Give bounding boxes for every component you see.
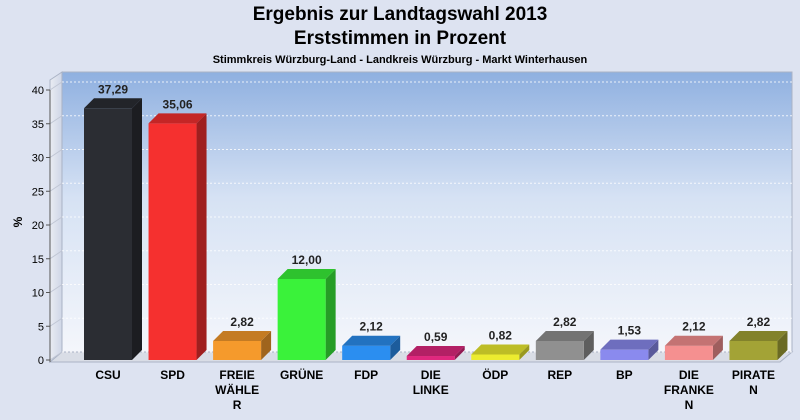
chart-subtitle: Stimmkreis Würzburg-Land - Landkreis Wür… — [212, 54, 588, 66]
category-label: CSU — [95, 368, 120, 382]
y-tick-label: 30 — [32, 153, 44, 165]
bar-top — [213, 330, 272, 341]
bar-top — [277, 269, 336, 279]
chart-title: Ergebnis zur Landtagswahl 2013 — [252, 4, 548, 25]
bar-side — [454, 346, 465, 360]
y-tick-label: 20 — [32, 220, 44, 232]
bar-top — [729, 330, 788, 341]
value-label: 0,82 — [489, 328, 513, 342]
bar-top — [471, 344, 530, 355]
bar-front — [277, 279, 326, 360]
bar-top — [664, 335, 723, 346]
bar-side — [132, 98, 142, 360]
category-label: ÖDP — [482, 367, 508, 382]
bar-top — [148, 113, 207, 124]
bar-side — [261, 330, 272, 360]
y-tick-label: 40 — [32, 85, 44, 97]
value-label: 2,82 — [747, 315, 771, 329]
category-label: FDP — [354, 368, 378, 382]
bar-5: 0,59 — [406, 330, 465, 360]
bar-top — [600, 339, 659, 350]
category-label: REP — [547, 368, 572, 382]
value-label: 2,82 — [230, 315, 254, 329]
bar-3: 12,00 — [277, 253, 336, 360]
chart-title-line2: Erststimmen in Prozent — [293, 28, 507, 49]
bar-8: 1,53 — [600, 324, 659, 360]
y-tick-label: 10 — [32, 288, 44, 300]
bar-front — [213, 340, 262, 360]
value-label: 35,06 — [163, 97, 193, 111]
bar-side — [390, 335, 401, 360]
bar-front — [148, 123, 197, 360]
y-axis: 0 5 10 15 20 25 30 35 40 — [32, 85, 51, 367]
bar-top — [84, 98, 142, 109]
x-axis: CSU SPD FREIE WÄHLE R GRÜNE FDP DIE LINKE ÖDP REP B… — [95, 367, 775, 412]
category-label: FREIE WÄHLE R — [215, 368, 259, 412]
value-label: 37,29 — [98, 82, 128, 96]
y-tick-label: 25 — [32, 186, 44, 198]
bar-front — [535, 340, 584, 360]
bar-0: 37,29 — [84, 82, 142, 360]
value-label: 12,00 — [292, 253, 322, 267]
bar-side — [196, 113, 207, 360]
y-tick-label: 15 — [32, 254, 44, 266]
bar-6: 0,82 — [471, 328, 530, 360]
bar-side — [325, 269, 336, 360]
category-label: GRÜNE — [280, 367, 323, 382]
bars: 37,29 35,06 2,82 12,00 2,12 0,59 0,82 2,82 1,53 2… — [84, 82, 788, 360]
y-tick-label: 5 — [38, 321, 44, 333]
bar-top — [535, 330, 594, 341]
bar-2: 2,82 — [213, 315, 272, 360]
value-label: 2,12 — [360, 320, 384, 334]
category-label: BP — [616, 368, 633, 382]
bar-side — [712, 335, 723, 360]
y-axis-label: % — [11, 216, 25, 227]
y-tick-label: 35 — [32, 119, 44, 131]
category-label: SPD — [160, 368, 185, 382]
bar-front — [729, 340, 778, 360]
bar-top — [406, 346, 465, 357]
bar-front — [471, 354, 520, 360]
category-label: DIE FRANKE N — [664, 368, 714, 412]
bar-4: 2,12 — [342, 320, 401, 360]
bar-top — [342, 335, 401, 346]
value-label: 2,12 — [682, 320, 706, 334]
bar-front — [406, 356, 455, 360]
bar-front — [600, 349, 649, 360]
bar-side — [519, 344, 530, 360]
value-label: 1,53 — [618, 324, 642, 338]
bar-side — [777, 330, 788, 360]
bar-front — [84, 108, 132, 360]
category-label: PIRATE N — [732, 368, 775, 397]
bar-9: 2,12 — [664, 320, 723, 360]
value-label: 2,82 — [553, 315, 577, 329]
bar-10: 2,82 — [729, 315, 788, 360]
bar-side — [583, 330, 594, 360]
bar-side — [648, 339, 659, 360]
y-tick-label: 0 — [38, 355, 44, 367]
bar-front — [342, 345, 391, 360]
bar-1: 35,06 — [148, 97, 207, 360]
category-label: DIE LINKE — [413, 368, 449, 397]
bar-7: 2,82 — [535, 315, 594, 360]
value-label: 0,59 — [424, 330, 448, 344]
bar-front — [664, 345, 713, 360]
